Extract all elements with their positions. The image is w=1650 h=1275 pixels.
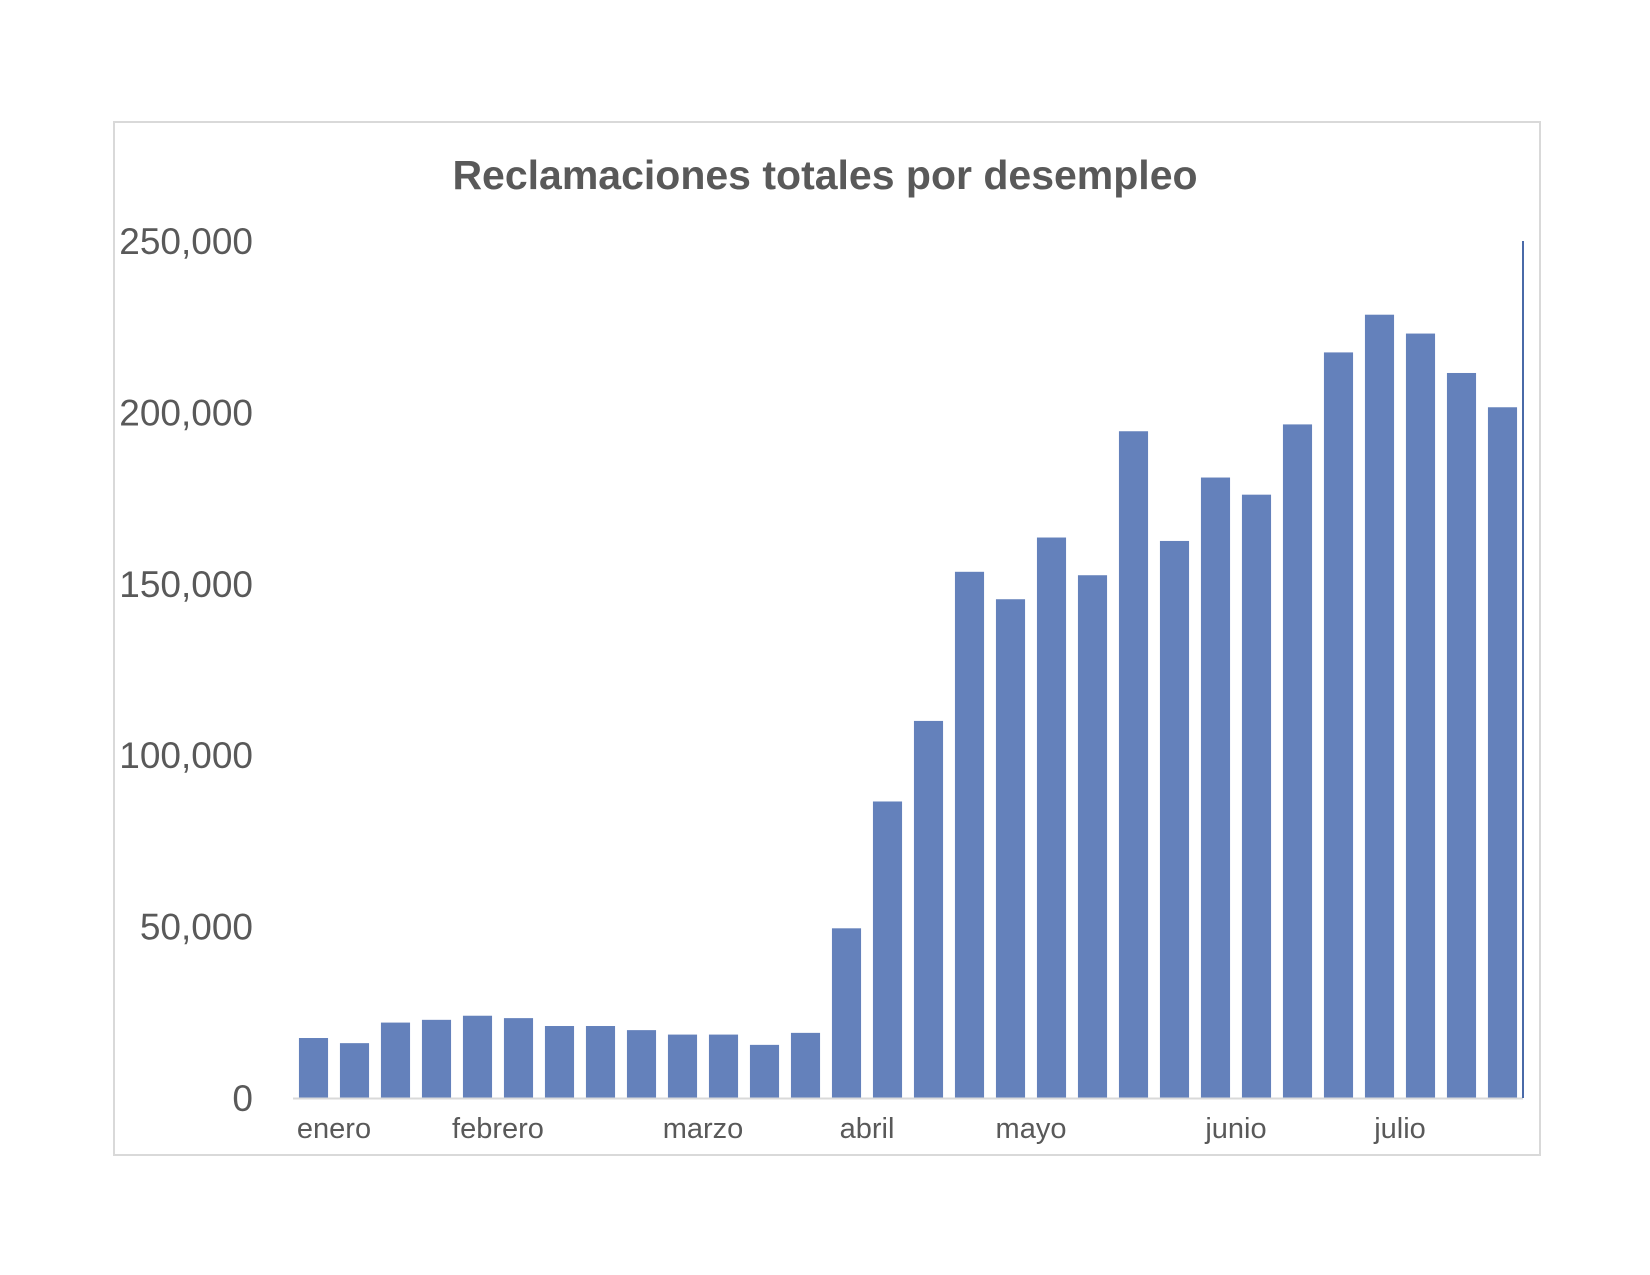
y-tick-label: 200,000	[119, 392, 253, 433]
x-axis: enero febrero marzo abril mayo junio julio	[293, 241, 1524, 1145]
bar	[585, 1026, 616, 1098]
bar	[995, 599, 1026, 1098]
bar	[1241, 494, 1272, 1098]
bar	[380, 1022, 411, 1098]
x-tick-label: julio	[1373, 1113, 1426, 1145]
y-tick-label: 0	[232, 1078, 253, 1119]
y-tick-label: 150,000	[119, 564, 253, 605]
bar	[298, 1038, 329, 1098]
x-tick-label: mayo	[996, 1113, 1067, 1145]
bar	[1077, 575, 1108, 1098]
y-axis: 0 50,000 100,000 150,000 200,000 250,000	[119, 221, 253, 1119]
bar	[1200, 477, 1231, 1098]
bar	[1405, 333, 1436, 1098]
bar	[913, 720, 944, 1098]
bar	[708, 1034, 739, 1098]
bar	[1036, 537, 1067, 1098]
bar	[544, 1026, 575, 1098]
bar	[1323, 352, 1354, 1098]
bar	[1364, 314, 1395, 1098]
x-tick-label: marzo	[663, 1113, 744, 1145]
bar	[421, 1019, 452, 1098]
bar	[667, 1034, 698, 1098]
x-tick-label: enero	[297, 1113, 371, 1145]
bar	[831, 928, 862, 1098]
bar	[954, 571, 985, 1098]
bar	[1159, 540, 1190, 1098]
bar	[790, 1032, 821, 1098]
bar	[626, 1030, 657, 1098]
x-tick-label: febrero	[452, 1113, 544, 1145]
chart-title: Reclamaciones totales por desempleo	[452, 152, 1197, 198]
x-tick-label: abril	[840, 1113, 895, 1145]
bars	[298, 314, 1518, 1098]
bar	[339, 1043, 370, 1098]
bar	[1118, 431, 1149, 1098]
chart-frame: Reclamaciones totales por desempleo 0 50,…	[113, 121, 1541, 1156]
bar	[1282, 424, 1313, 1098]
bar	[462, 1015, 493, 1098]
y-tick-label: 50,000	[140, 907, 253, 948]
x-tick-label: junio	[1204, 1113, 1266, 1145]
y-tick-label: 100,000	[119, 735, 253, 776]
bar	[749, 1044, 780, 1098]
bar	[872, 801, 903, 1098]
bar	[503, 1018, 534, 1098]
y-tick-label: 250,000	[119, 221, 253, 262]
bar	[1446, 372, 1477, 1098]
bar	[1487, 407, 1518, 1098]
bar-chart: Reclamaciones totales por desempleo 0 50,…	[119, 152, 1524, 1145]
